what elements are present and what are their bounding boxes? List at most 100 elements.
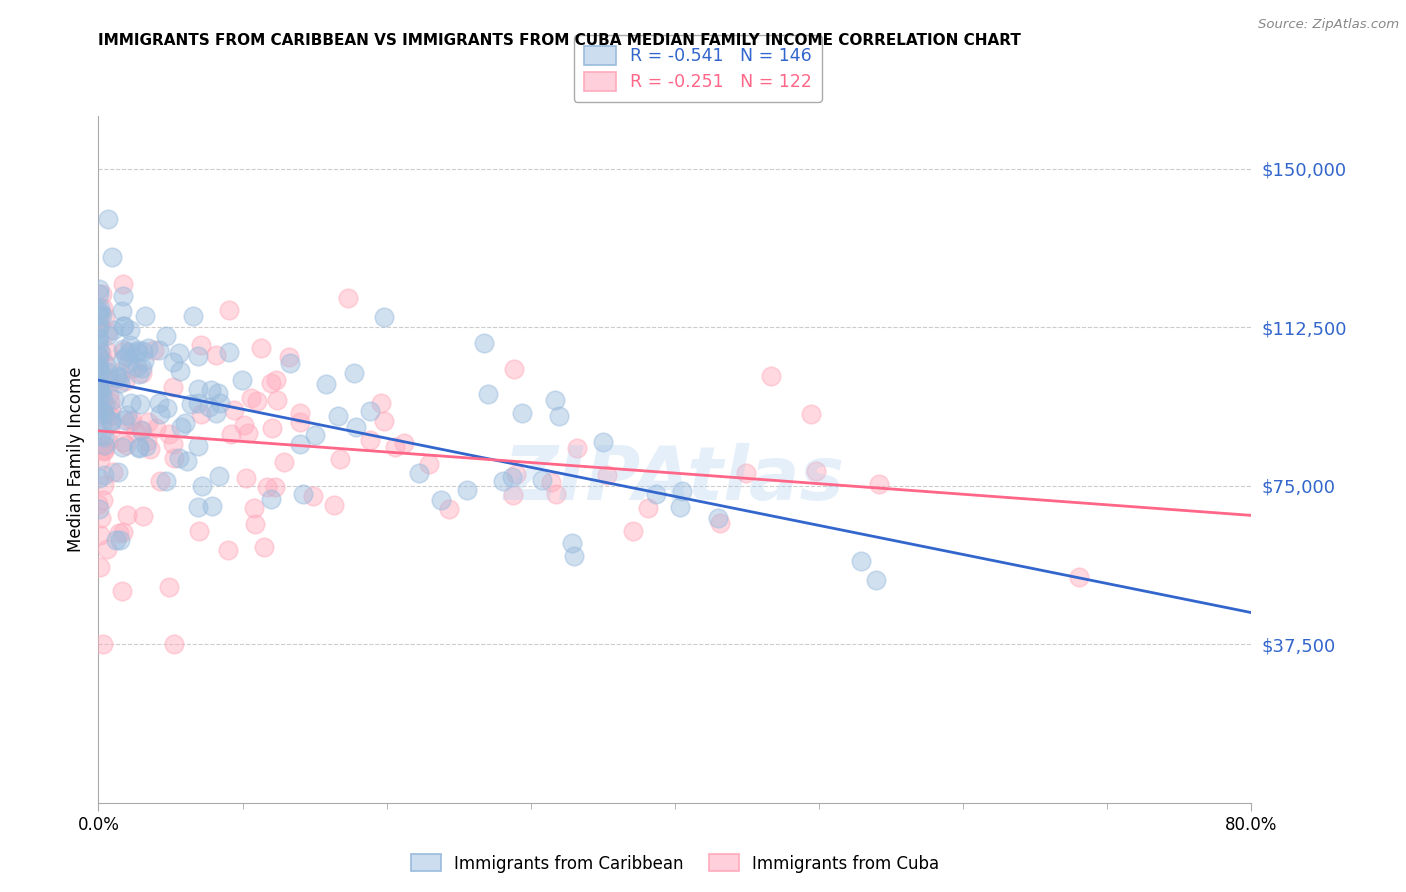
Point bbox=[105, 371, 128, 385]
Point bbox=[121, 413, 143, 427]
Text: Source: ZipAtlas.com: Source: ZipAtlas.com bbox=[1258, 19, 1399, 31]
Point bbox=[87, 401, 110, 416]
Point bbox=[277, 350, 299, 364]
Point bbox=[89, 363, 111, 377]
Point bbox=[439, 501, 461, 516]
Point bbox=[89, 318, 111, 333]
Point bbox=[111, 352, 134, 367]
Point bbox=[502, 488, 524, 502]
Point bbox=[259, 376, 281, 391]
Point bbox=[671, 483, 693, 498]
Point bbox=[115, 438, 138, 452]
Point bbox=[155, 475, 177, 489]
Point bbox=[110, 376, 132, 391]
Point bbox=[87, 403, 110, 417]
Point bbox=[337, 291, 360, 305]
Point bbox=[87, 320, 110, 334]
Point bbox=[759, 368, 782, 383]
Point bbox=[97, 371, 120, 385]
Point bbox=[218, 303, 240, 318]
Point bbox=[87, 332, 110, 346]
Point bbox=[94, 409, 117, 423]
Point bbox=[456, 483, 478, 497]
Point bbox=[131, 423, 153, 437]
Point bbox=[87, 502, 110, 516]
Point bbox=[218, 345, 240, 359]
Point bbox=[93, 443, 115, 458]
Point bbox=[87, 349, 110, 363]
Point bbox=[107, 369, 129, 384]
Point bbox=[87, 392, 110, 407]
Point bbox=[163, 451, 186, 466]
Point bbox=[232, 417, 254, 432]
Point bbox=[169, 451, 191, 466]
Point bbox=[243, 501, 266, 516]
Point bbox=[163, 637, 186, 651]
Point bbox=[512, 406, 534, 420]
Y-axis label: Median Family Income: Median Family Income bbox=[66, 367, 84, 552]
Point bbox=[93, 444, 115, 458]
Point bbox=[87, 471, 110, 485]
Point bbox=[328, 409, 350, 424]
Point bbox=[187, 382, 209, 396]
Point bbox=[128, 440, 150, 454]
Point bbox=[87, 310, 110, 324]
Point bbox=[87, 303, 110, 318]
Point bbox=[149, 407, 172, 421]
Point bbox=[530, 473, 553, 487]
Point bbox=[101, 251, 124, 265]
Point bbox=[115, 349, 138, 363]
Point bbox=[169, 364, 191, 378]
Point bbox=[169, 346, 191, 360]
Point bbox=[288, 437, 311, 451]
Point bbox=[157, 580, 180, 594]
Point bbox=[117, 356, 139, 370]
Point bbox=[90, 428, 112, 442]
Point bbox=[89, 301, 111, 315]
Point bbox=[111, 277, 134, 292]
Point bbox=[127, 343, 149, 357]
Point bbox=[90, 407, 112, 421]
Point bbox=[87, 378, 110, 392]
Point bbox=[90, 510, 112, 524]
Point bbox=[111, 319, 134, 334]
Point bbox=[260, 492, 283, 507]
Point bbox=[156, 401, 179, 415]
Point bbox=[100, 403, 122, 417]
Point bbox=[104, 533, 127, 547]
Point bbox=[329, 452, 352, 467]
Point bbox=[110, 304, 132, 318]
Legend: R = -0.541   N = 146, R = -0.251   N = 122: R = -0.541 N = 146, R = -0.251 N = 122 bbox=[574, 36, 823, 102]
Point bbox=[98, 409, 121, 423]
Point bbox=[264, 373, 287, 387]
Legend: Immigrants from Caribbean, Immigrants from Cuba: Immigrants from Caribbean, Immigrants fr… bbox=[404, 847, 946, 880]
Point bbox=[373, 310, 395, 325]
Point bbox=[97, 434, 120, 449]
Point bbox=[91, 301, 114, 315]
Point bbox=[176, 453, 198, 467]
Point bbox=[103, 465, 125, 479]
Point bbox=[191, 479, 214, 493]
Point bbox=[544, 392, 567, 407]
Point bbox=[120, 323, 142, 337]
Point bbox=[111, 440, 134, 454]
Point bbox=[90, 392, 112, 407]
Point bbox=[190, 407, 212, 421]
Point bbox=[252, 541, 274, 555]
Point bbox=[100, 413, 122, 427]
Point bbox=[278, 356, 301, 370]
Point bbox=[243, 516, 266, 531]
Point bbox=[90, 287, 112, 301]
Point bbox=[208, 469, 231, 483]
Point bbox=[157, 426, 180, 441]
Point bbox=[87, 352, 110, 367]
Point bbox=[429, 493, 451, 508]
Point bbox=[219, 427, 242, 442]
Point bbox=[187, 500, 209, 514]
Point bbox=[91, 388, 114, 402]
Point bbox=[91, 493, 114, 508]
Point bbox=[162, 437, 184, 451]
Point bbox=[132, 354, 155, 368]
Point bbox=[735, 466, 758, 480]
Point bbox=[200, 383, 222, 397]
